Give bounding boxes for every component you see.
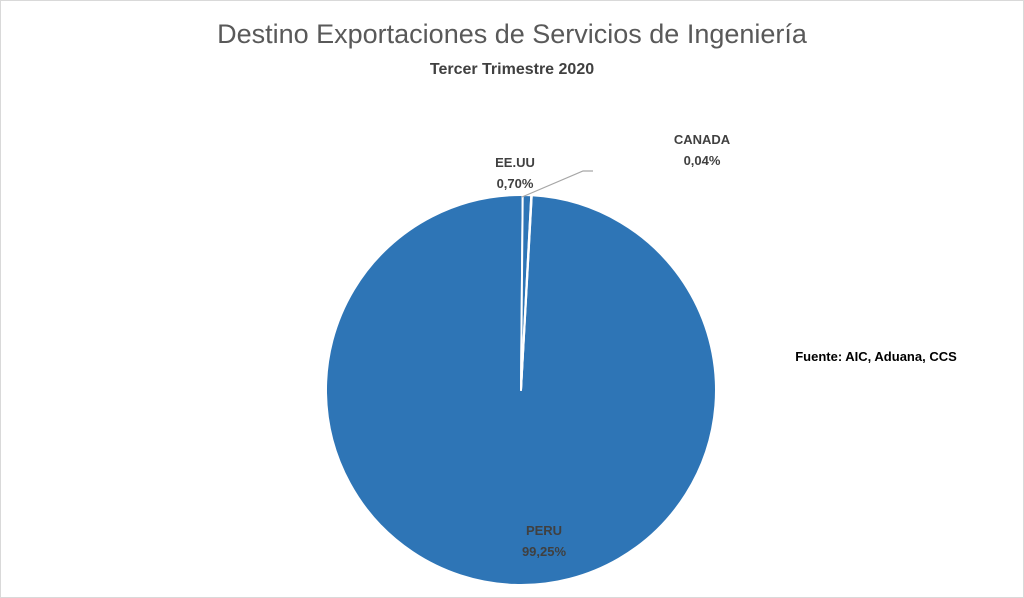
pie-slice-canada — [520, 194, 533, 391]
label-value-canada: 0,04% — [684, 153, 721, 168]
label-category-canada: CANADA — [674, 132, 731, 147]
chart-subtitle: Tercer Trimestre 2020 — [430, 61, 594, 78]
label-category-eeuu: EE.UU — [495, 155, 535, 170]
chart-title: Destino Exportaciones de Servicios de In… — [217, 19, 808, 49]
leader-line-canada — [521, 170, 593, 198]
label-value-peru: 99,25% — [522, 544, 567, 559]
label-value-eeuu: 0,70% — [497, 176, 534, 191]
pie-slices — [325, 194, 717, 587]
source-note: Fuente: AIC, Aduana, CCS — [795, 349, 957, 364]
label-category-peru: PERU — [526, 523, 562, 538]
